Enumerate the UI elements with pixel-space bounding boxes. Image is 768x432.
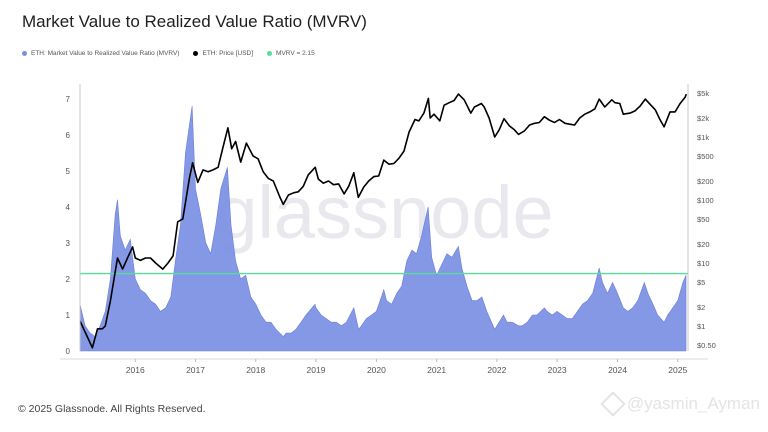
legend-label-price: ETH: Price [USD] [202,49,254,57]
y-left-tick-label: 6 [66,131,71,140]
attribution: @yasmin_Ayman [600,391,760,417]
y-left-tick-label: 0 [66,347,71,356]
legend-label-mvrv: ETH: Market Value to Realized Value Rati… [31,49,180,57]
attribution-text: @yasmin_Ayman [626,394,760,413]
y-right-tick-label: $2 [697,303,705,312]
y-right-tick-label: $1k [697,133,709,142]
y-right-tick-label: $10 [697,259,710,268]
chart-legend: ETH: Market Value to Realized Value Rati… [22,47,315,59]
x-tick-label: 2017 [186,365,205,375]
legend-item-mvrv[interactable]: ETH: Market Value to Realized Value Rati… [22,50,179,57]
y-left-tick-label: 1 [66,311,71,320]
x-tick-label: 2018 [246,365,265,375]
legend-swatch-threshold [267,50,273,56]
y-left-tick-label: 5 [66,167,71,176]
chart-canvas[interactable]: glassnode 0 1 2 3 4 5 6 7 $0.50 $1 $2 $5 $10 $20 $50 $1… [0,70,768,388]
legend-item-threshold[interactable]: MVRV = 2.15 [267,50,315,57]
y-right-tick-label: $5 [697,278,705,287]
y-left-tick-label: 3 [66,239,71,248]
x-tick-label: 2020 [367,365,386,375]
y-right-tick-label: $100 [697,196,714,205]
copyright-text: © 2025 Glassnode. All Rights Reserved. [18,403,206,415]
y-right-tick-label: $50 [697,215,710,224]
watermark: glassnode [216,171,553,254]
y-right-tick-label: $20 [697,240,710,249]
legend-label-threshold: MVRV = 2.15 [276,49,315,57]
y-left-tick-label: 7 [66,95,71,104]
x-tick-label: 2021 [427,365,446,375]
price-line-layer [79,93,688,349]
x-tick-label: 2023 [548,365,567,375]
legend-swatch-price [193,50,199,56]
y-right-tick-label: $2k [697,114,709,123]
axes-layer: 0 1 2 3 4 5 6 7 $0.50 $1 $2 $5 $10 $20 $50 $100 $200 $500… [60,84,716,375]
chart-title: Market Value to Realized Value Ratio (MV… [22,12,367,31]
y-right-tick-label: $200 [697,177,714,186]
diamond-icon [600,391,626,417]
x-tick-label: 2025 [668,365,687,375]
x-tick-label: 2016 [126,365,145,375]
y-left-tick-label: 4 [66,203,71,212]
y-right-tick-label: $5k [697,89,709,98]
x-tick-label: 2019 [307,365,326,375]
y-left-tick-label: 2 [66,275,71,284]
legend-item-price[interactable]: ETH: Price [USD] [193,50,253,57]
x-tick-label: 2022 [487,365,506,375]
mvrv-area-layer [79,105,687,352]
legend-swatch-mvrv [22,50,27,56]
y-right-tick-label: $500 [697,152,714,161]
x-tick-label: 2024 [608,365,627,375]
y-right-tick-label: $0.50 [697,341,716,350]
mvrv-area [79,105,687,352]
y-right-tick-label: $1 [697,322,705,331]
price-line [79,93,688,349]
